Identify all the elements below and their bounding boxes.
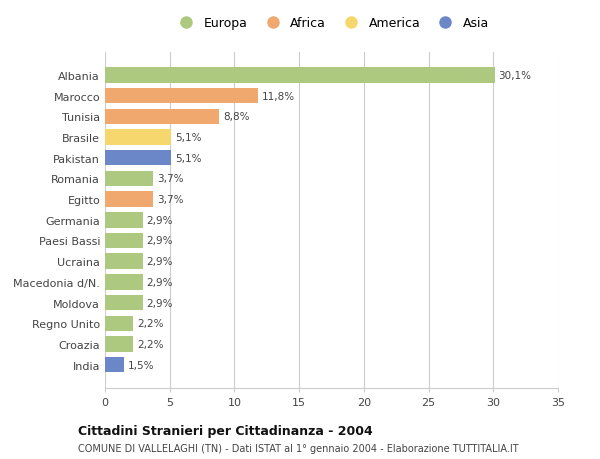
Bar — [105, 151, 171, 166]
Legend: Europa, Africa, America, Asia: Europa, Africa, America, Asia — [169, 12, 494, 35]
Text: 30,1%: 30,1% — [499, 71, 532, 81]
Text: 3,7%: 3,7% — [157, 195, 183, 205]
Text: 2,9%: 2,9% — [146, 298, 173, 308]
Bar — [105, 89, 258, 104]
Text: 2,9%: 2,9% — [146, 215, 173, 225]
Bar — [105, 171, 153, 187]
Text: 5,1%: 5,1% — [175, 153, 202, 163]
Text: COMUNE DI VALLELAGHI (TN) - Dati ISTAT al 1° gennaio 2004 - Elaborazione TUTTITA: COMUNE DI VALLELAGHI (TN) - Dati ISTAT a… — [78, 443, 518, 453]
Text: 5,1%: 5,1% — [175, 133, 202, 143]
Bar — [105, 213, 143, 228]
Bar — [105, 295, 143, 311]
Bar — [105, 233, 143, 249]
Bar — [105, 109, 219, 125]
Text: 2,2%: 2,2% — [137, 339, 164, 349]
Text: 1,5%: 1,5% — [128, 360, 155, 370]
Text: 2,9%: 2,9% — [146, 236, 173, 246]
Bar — [105, 254, 143, 269]
Bar — [105, 357, 124, 373]
Bar — [105, 274, 143, 290]
Text: 2,2%: 2,2% — [137, 319, 164, 329]
Bar — [105, 336, 133, 352]
Bar — [105, 192, 153, 207]
Bar — [105, 130, 171, 146]
Bar — [105, 316, 133, 331]
Text: Cittadini Stranieri per Cittadinanza - 2004: Cittadini Stranieri per Cittadinanza - 2… — [78, 424, 373, 437]
Text: 3,7%: 3,7% — [157, 174, 183, 184]
Text: 2,9%: 2,9% — [146, 257, 173, 267]
Bar — [105, 68, 494, 84]
Text: 2,9%: 2,9% — [146, 277, 173, 287]
Text: 11,8%: 11,8% — [262, 91, 295, 101]
Text: 8,8%: 8,8% — [223, 112, 249, 122]
